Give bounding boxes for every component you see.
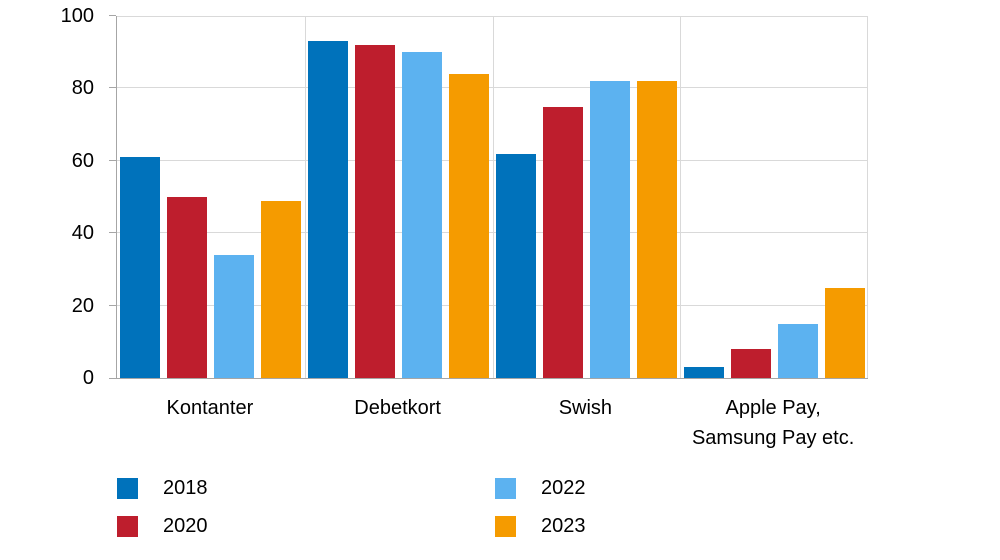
category-label-swish: Swish xyxy=(558,397,613,419)
legend-swatch-2022 xyxy=(495,478,516,499)
gridline-x-1 xyxy=(304,16,306,378)
bar-2022-kontanter xyxy=(214,254,255,378)
bar-2018-swish xyxy=(495,153,536,378)
bar-group-debetkort xyxy=(305,16,493,378)
bar-2020-kontanter xyxy=(167,197,208,378)
category-label-debetkort: Debetkort xyxy=(354,397,441,419)
x-axis-category-labels: Kontanter Debetkort Swish Apple Pay, Samsun… xyxy=(116,393,867,453)
y-tick-label-80: 80 xyxy=(71,77,94,100)
y-tick-100 xyxy=(109,15,116,16)
y-tick-60 xyxy=(109,159,116,161)
bar-2022-swish xyxy=(589,81,630,378)
bar-2023-kontanter xyxy=(261,200,302,378)
bar-2020-swish xyxy=(542,106,583,378)
bar-group-kontanter xyxy=(117,16,305,378)
bar-2018-debetkort xyxy=(308,41,349,378)
legend-label-2023: 2023 xyxy=(541,515,586,537)
legend-item-2023: 2023 xyxy=(495,516,586,537)
legend-label-2020: 2020 xyxy=(163,515,208,537)
y-axis-labels: 0 20 40 60 80 100 xyxy=(0,0,94,400)
y-tick-80 xyxy=(109,87,116,89)
bar-2018-apple-pay-samsung-pay-etc xyxy=(683,367,724,378)
y-tick-20 xyxy=(109,304,116,306)
bar-2022-debetkort xyxy=(402,52,443,378)
y-tick-label-40: 40 xyxy=(71,222,94,245)
y-tick-label-20: 20 xyxy=(71,294,94,317)
plot-area xyxy=(109,15,868,379)
legend-label-2022: 2022 xyxy=(541,477,586,499)
gridline-x-3 xyxy=(680,16,682,378)
bar-2020-apple-pay-samsung-pay-etc xyxy=(730,349,771,378)
legend-swatch-2020 xyxy=(117,516,138,537)
bar-2022-apple-pay-samsung-pay-etc xyxy=(777,323,818,378)
category-label-kontanter: Kontanter xyxy=(166,397,254,419)
y-tick-label-60: 60 xyxy=(71,149,94,172)
legend-label-2018: 2018 xyxy=(163,477,208,499)
legend-item-2020: 2020 xyxy=(117,516,208,537)
bar-2018-kontanter xyxy=(120,157,161,378)
y-tick-label-0: 0 xyxy=(82,367,94,389)
bar-2023-swish xyxy=(636,81,677,378)
bar-2023-apple-pay-samsung-pay-etc xyxy=(824,287,865,378)
category-label-apple-pay-samsung-pay-etc: Apple Pay, Samsung Pay etc. xyxy=(691,397,855,449)
gridline-x-2 xyxy=(492,16,494,378)
legend-column-2: 2022 2023 xyxy=(495,478,586,537)
legend-item-2022: 2022 xyxy=(495,478,586,499)
legend-column-1: 2018 2020 xyxy=(117,478,208,537)
bar-2020-debetkort xyxy=(355,44,396,378)
y-tick-label-100: 100 xyxy=(60,5,94,27)
y-tick-40 xyxy=(109,232,116,234)
legend-item-2018: 2018 xyxy=(117,478,208,499)
y-tick-0 xyxy=(109,378,116,379)
bar-2023-debetkort xyxy=(449,73,490,378)
legend-swatch-2023 xyxy=(495,516,516,537)
bar-group-apple-pay-samsung-pay-etc xyxy=(680,16,868,378)
gridline-x-4 xyxy=(867,16,868,378)
bar-group-swish xyxy=(493,16,681,378)
legend-swatch-2018 xyxy=(117,478,138,499)
